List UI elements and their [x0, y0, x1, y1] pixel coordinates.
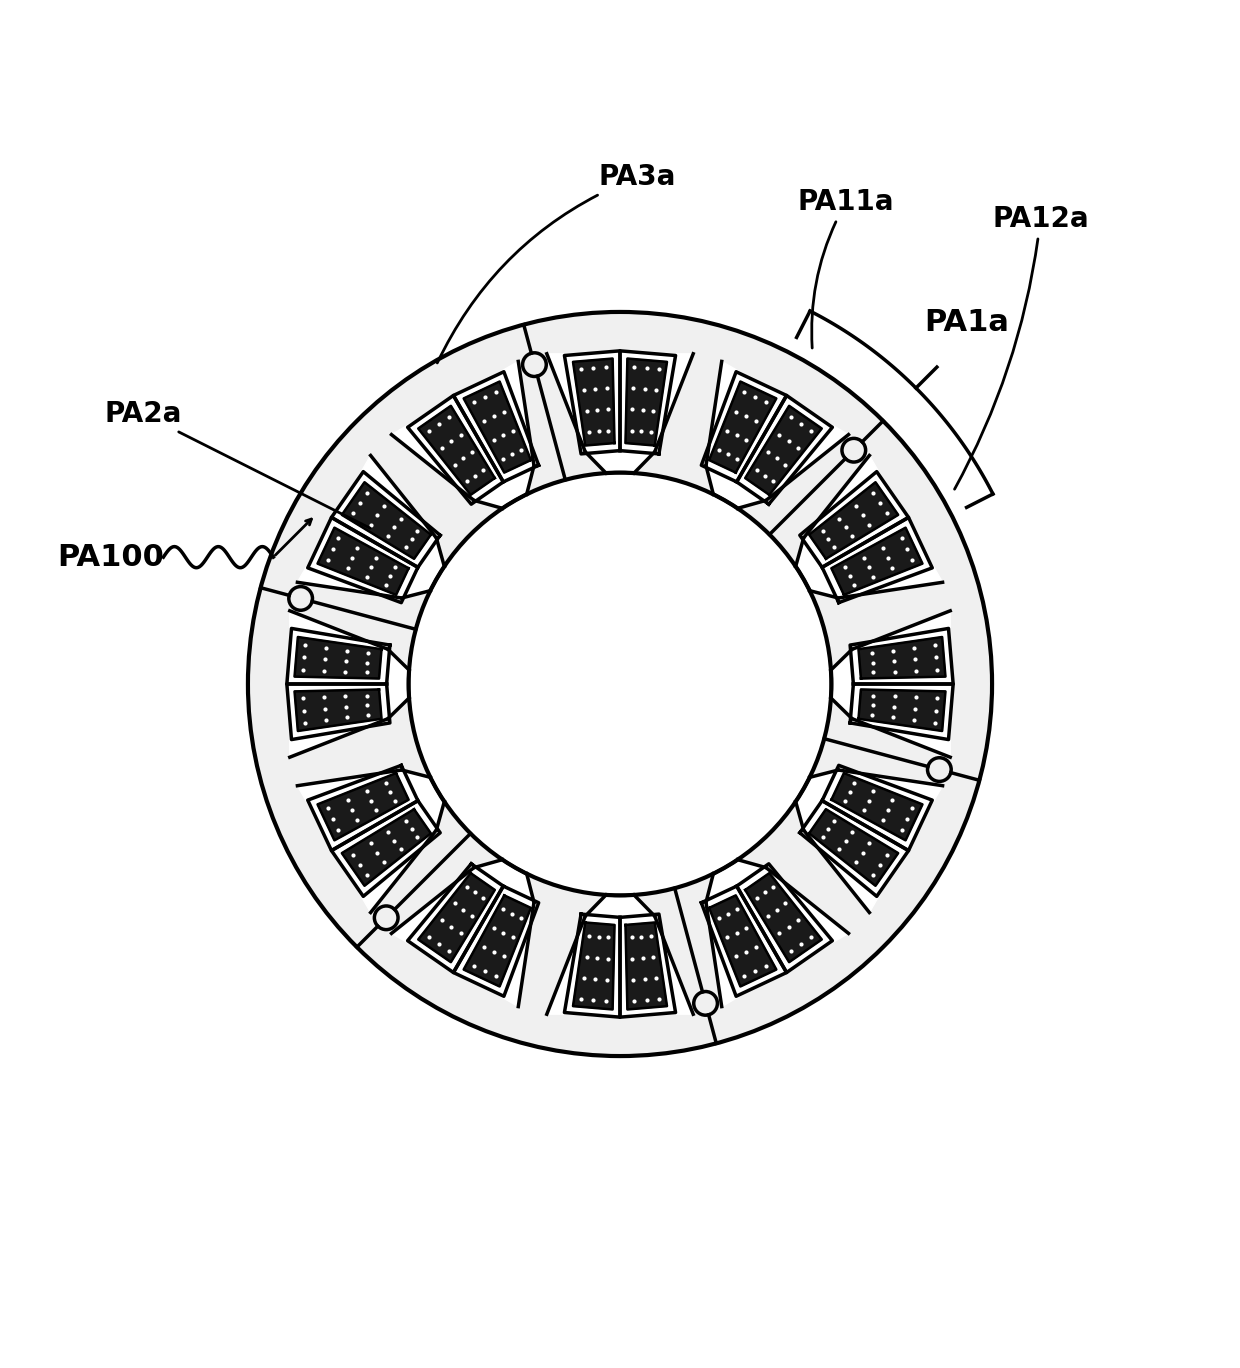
Polygon shape — [810, 810, 898, 885]
Polygon shape — [248, 312, 992, 1056]
Polygon shape — [464, 896, 531, 986]
Polygon shape — [342, 483, 430, 558]
Polygon shape — [706, 859, 848, 1007]
Polygon shape — [831, 528, 923, 595]
Polygon shape — [298, 770, 444, 912]
Polygon shape — [317, 773, 409, 840]
Polygon shape — [709, 896, 776, 986]
Text: PA12a: PA12a — [955, 205, 1089, 490]
Polygon shape — [796, 770, 942, 912]
Text: PA100: PA100 — [58, 543, 165, 572]
Polygon shape — [831, 773, 923, 840]
Polygon shape — [858, 637, 945, 679]
Polygon shape — [298, 456, 444, 598]
Circle shape — [409, 472, 831, 896]
Polygon shape — [464, 382, 531, 472]
Polygon shape — [810, 483, 898, 558]
Polygon shape — [418, 406, 495, 495]
Polygon shape — [831, 610, 950, 758]
Polygon shape — [858, 689, 945, 731]
Polygon shape — [392, 859, 534, 1007]
Polygon shape — [573, 922, 615, 1010]
Polygon shape — [547, 354, 693, 473]
Polygon shape — [547, 895, 693, 1014]
Polygon shape — [745, 406, 822, 495]
Polygon shape — [796, 456, 942, 598]
Polygon shape — [392, 361, 534, 509]
Polygon shape — [418, 873, 495, 962]
Text: PA2a: PA2a — [104, 399, 370, 528]
Polygon shape — [290, 610, 409, 758]
Polygon shape — [295, 689, 382, 731]
Polygon shape — [342, 810, 430, 885]
Polygon shape — [625, 358, 667, 446]
Polygon shape — [706, 361, 848, 509]
Text: PA1a: PA1a — [924, 308, 1009, 337]
Polygon shape — [709, 382, 776, 472]
Polygon shape — [573, 358, 615, 446]
Polygon shape — [295, 637, 382, 679]
Polygon shape — [745, 873, 822, 962]
Polygon shape — [625, 922, 667, 1010]
Text: PA3a: PA3a — [438, 163, 676, 363]
Polygon shape — [317, 528, 409, 595]
Text: PA11a: PA11a — [797, 189, 894, 347]
